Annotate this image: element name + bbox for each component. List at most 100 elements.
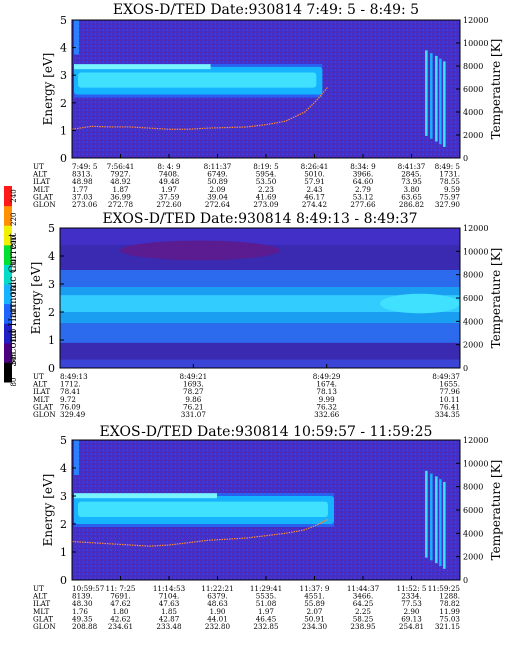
ephemeris-value: 1.97 [161,185,177,194]
energy-band [60,295,460,312]
ylabel-right: Temperature [K] [489,248,503,349]
ephemeris-value: 2.07 [306,607,322,616]
ytick-label: 0 [60,152,67,165]
ephemeris-value: 49.48 [159,177,180,186]
ephemeris-value: 8:49:13 [60,372,88,381]
ephemeris-label: GLON [33,410,56,419]
ephemeris-value: 272.60 [156,200,182,209]
flux-edge [74,20,79,55]
ephemeris-value: 37.59 [159,192,180,201]
ephemeris-value: 36.99 [110,192,131,201]
ytick-right-label: 4000 [463,108,483,117]
ephemeris-value: 11:22:21 [201,584,233,593]
colorbar-tick: 140 [10,306,18,319]
ephemeris-label: GLAT [33,192,53,201]
colorbar-tick: 220 [10,213,18,226]
ephemeris-value: 286.82 [399,200,424,209]
flux-streak [439,479,442,566]
ephemeris-label: UT [33,372,44,381]
ytick-right-label: 12000 [463,16,488,25]
ephemeris-value: 7104. [159,592,180,601]
ephemeris-value: 233.48 [156,622,182,631]
ephemeris-value: 8:49: 5 [435,162,461,171]
ephemeris-value: 1.77 [72,185,88,194]
ephemeris-value: 73.95 [401,177,422,186]
ephemeris-value: 76.32 [316,402,337,411]
colorbar-swatch [4,244,12,265]
ytick-label: 1 [48,334,55,347]
ephemeris-value: 44.01 [207,614,228,623]
ephemeris-value: 1655. [439,380,460,389]
ephemeris-label: ALT [32,592,47,601]
ytick-label: 3 [60,69,67,82]
ephemeris-value: 50.89 [207,177,228,186]
ephemeris-value: 46.17 [304,192,325,201]
colorbar-tick: 160 [10,282,18,295]
energy-band [60,228,460,245]
ephemeris-value: 2.79 [355,185,371,194]
ytick-right-label: 6000 [463,506,483,515]
colorbar-tick: 80 [10,378,18,387]
ephemeris-value: 8:11:37 [204,162,232,171]
ytick-right-label: 10000 [463,459,488,468]
ytick-label: 3 [48,278,55,291]
ephemeris-label: GLAT [33,614,53,623]
ephemeris-value: 1.87 [112,185,128,194]
ephemeris-value: 9.72 [60,395,76,404]
ytick-label: 1 [60,546,67,559]
colorbar: 240 220 200 180 160 140 120 100 80 Second Harmoni… [4,186,19,386]
ephemeris-value: 76.09 [60,402,81,411]
ephemeris-value: 48.92 [110,177,131,186]
ephemeris-value: 3466. [353,592,374,601]
ephemeris-value: 1674. [316,380,337,389]
ephemeris-value: 11:52: 5 [397,584,427,593]
ephemeris-value: 9.59 [444,185,460,194]
ytick-label: 5 [60,434,67,447]
ephemeris-value: 78.27 [183,387,204,396]
ephemeris-value: 5535. [256,592,277,601]
ephemeris-value: 277.66 [350,200,376,209]
ephemeris-label: MLT [33,607,50,616]
ytick-right-label: 6000 [463,294,483,303]
ephemeris-value: 2.23 [258,185,274,194]
ephemeris-value: 51.08 [256,599,277,608]
ytick-label: 5 [48,222,55,235]
ephemeris-label: UT [33,584,44,593]
ephemeris-value: 10.11 [439,395,460,404]
temperature-trace [71,518,329,547]
ephemeris-value: 53.50 [256,177,277,186]
temperature-trace [71,86,329,130]
ephemeris-value: 11: 7:25 [106,584,136,593]
ephemeris-value: 6749. [207,170,228,179]
ephemeris-label: ILAT [33,387,50,396]
ephemeris-value: 8:49:37 [432,372,460,381]
ytick-right-label: 2000 [463,341,483,350]
flux-band-peak [74,493,217,499]
colorbar-tick: 120 [10,329,18,342]
ephemeris-value: 1731. [439,170,460,179]
ephemeris-value: 273.06 [72,200,98,209]
ephemeris-value: 8: 4: 9 [157,162,181,171]
ephemeris-value: 8:19: 5 [253,162,279,171]
ephemeris-value: 3.80 [403,185,419,194]
ephemeris-value: 232.85 [253,622,279,631]
colorbar-label: Second Harmonic Current [8,233,19,367]
chart-panel-3: EXOS-D/TED Date:930814 10:59:57 - 11:59:… [32,424,503,631]
ephemeris-value: 5010. [304,170,325,179]
ephemeris-value: 11:29:41 [250,584,282,593]
ephemeris-label: ILAT [33,177,50,186]
flux-streak [425,470,428,558]
ephemeris-value: 1.85 [161,607,177,616]
ephemeris-value: 64.25 [353,599,374,608]
ytick-right-label: 12000 [463,436,488,445]
ephemeris-value: 8313. [72,170,93,179]
ytick-label: 4 [60,462,67,475]
chart-panel-1: EXOS-D/TED Date:930814 7:49: 5 - 8:49: 5… [32,2,503,209]
ytick-right-label: 6000 [463,85,483,94]
ephemeris-value: 3966. [353,170,374,179]
ytick-label: 2 [48,306,55,319]
ylabel: Energy [eV] [29,262,43,335]
flux-streak [425,50,428,136]
ephemeris-label: GLON [33,622,56,631]
